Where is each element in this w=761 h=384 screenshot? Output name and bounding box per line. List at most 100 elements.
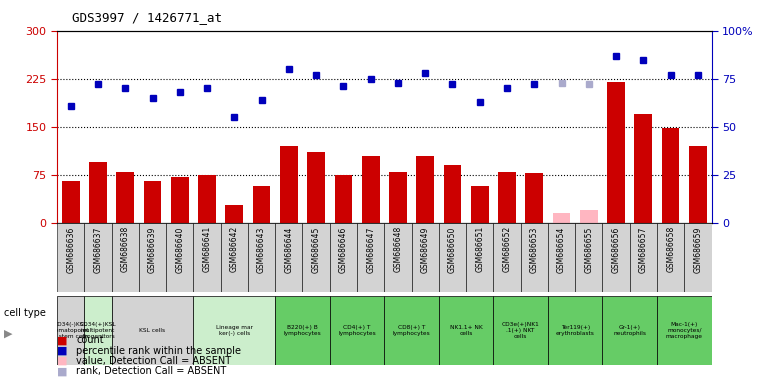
- Bar: [607, 82, 625, 223]
- Text: GSM686644: GSM686644: [285, 226, 293, 273]
- Text: Gr-1(+)
neutrophils: Gr-1(+) neutrophils: [613, 325, 646, 336]
- Bar: [439, 296, 493, 365]
- Bar: [275, 296, 330, 365]
- Bar: [493, 296, 548, 365]
- Bar: [548, 296, 603, 365]
- Text: GSM686648: GSM686648: [393, 226, 403, 272]
- Bar: [384, 223, 412, 292]
- Bar: [439, 223, 466, 292]
- Text: NK1.1+ NK
cells: NK1.1+ NK cells: [450, 325, 482, 336]
- Text: GSM686640: GSM686640: [175, 226, 184, 273]
- Bar: [416, 156, 434, 223]
- Text: cell type: cell type: [4, 308, 46, 318]
- Bar: [89, 162, 107, 223]
- Text: ■: ■: [57, 346, 68, 356]
- Text: GSM686653: GSM686653: [530, 226, 539, 273]
- Text: GSM686643: GSM686643: [257, 226, 266, 273]
- Bar: [575, 223, 603, 292]
- Text: count: count: [76, 335, 103, 345]
- Bar: [662, 128, 680, 223]
- Text: value, Detection Call = ABSENT: value, Detection Call = ABSENT: [76, 356, 231, 366]
- Bar: [166, 223, 193, 292]
- Bar: [57, 223, 84, 292]
- Text: GSM686647: GSM686647: [366, 226, 375, 273]
- Text: GSM686637: GSM686637: [94, 226, 103, 273]
- Bar: [630, 223, 657, 292]
- Text: rank, Detection Call = ABSENT: rank, Detection Call = ABSENT: [76, 366, 226, 376]
- Bar: [307, 152, 325, 223]
- Bar: [361, 156, 380, 223]
- Bar: [221, 223, 248, 292]
- Text: CD4(+) T
lymphocytes: CD4(+) T lymphocytes: [338, 325, 376, 336]
- Text: Ter119(+)
erythroblasts: Ter119(+) erythroblasts: [556, 325, 594, 336]
- Bar: [657, 223, 684, 292]
- Text: GSM686652: GSM686652: [502, 226, 511, 272]
- Bar: [57, 296, 84, 365]
- Bar: [84, 223, 112, 292]
- Text: CD8(+) T
lymphocytes: CD8(+) T lymphocytes: [393, 325, 431, 336]
- Bar: [225, 205, 244, 223]
- Text: GSM686641: GSM686641: [202, 226, 212, 272]
- Bar: [330, 296, 384, 365]
- Bar: [139, 223, 166, 292]
- Bar: [62, 181, 80, 223]
- Text: GSM686659: GSM686659: [693, 226, 702, 273]
- Bar: [84, 296, 112, 365]
- Text: ■: ■: [57, 335, 68, 345]
- Bar: [193, 223, 221, 292]
- Text: B220(+) B
lymphocytes: B220(+) B lymphocytes: [284, 325, 321, 336]
- Bar: [198, 175, 216, 223]
- Text: GSM686638: GSM686638: [121, 226, 129, 272]
- Text: GSM686650: GSM686650: [448, 226, 457, 273]
- Text: GSM686642: GSM686642: [230, 226, 239, 272]
- Bar: [171, 177, 189, 223]
- Bar: [280, 146, 298, 223]
- Bar: [444, 165, 461, 223]
- Bar: [112, 296, 193, 365]
- Bar: [498, 172, 516, 223]
- Text: CD3e(+)NK1
.1(+) NKT
cells: CD3e(+)NK1 .1(+) NKT cells: [501, 322, 540, 339]
- Bar: [548, 223, 575, 292]
- Text: ▶: ▶: [4, 329, 12, 339]
- Bar: [275, 223, 303, 292]
- Bar: [248, 223, 275, 292]
- Bar: [303, 223, 330, 292]
- Text: GSM686645: GSM686645: [312, 226, 320, 273]
- Bar: [525, 173, 543, 223]
- Bar: [193, 296, 275, 365]
- Bar: [412, 223, 439, 292]
- Bar: [635, 114, 652, 223]
- Text: ■: ■: [57, 356, 68, 366]
- Bar: [466, 223, 493, 292]
- Bar: [112, 223, 139, 292]
- Bar: [335, 175, 352, 223]
- Text: GDS3997 / 1426771_at: GDS3997 / 1426771_at: [72, 12, 222, 25]
- Bar: [384, 296, 439, 365]
- Bar: [357, 223, 384, 292]
- Bar: [521, 223, 548, 292]
- Text: GSM686654: GSM686654: [557, 226, 566, 273]
- Bar: [493, 223, 521, 292]
- Bar: [552, 213, 571, 223]
- Text: GSM686658: GSM686658: [666, 226, 675, 272]
- Text: GSM686636: GSM686636: [66, 226, 75, 273]
- Text: Lineage mar
ker(-) cells: Lineage mar ker(-) cells: [216, 325, 253, 336]
- Text: GSM686657: GSM686657: [639, 226, 648, 273]
- Text: GSM686639: GSM686639: [148, 226, 157, 273]
- Text: CD34(-)KSL
hematopoiet
ic stem cells: CD34(-)KSL hematopoiet ic stem cells: [52, 322, 90, 339]
- Text: percentile rank within the sample: percentile rank within the sample: [76, 346, 241, 356]
- Bar: [689, 146, 707, 223]
- Bar: [603, 296, 657, 365]
- Text: KSL cells: KSL cells: [139, 328, 166, 333]
- Bar: [253, 185, 270, 223]
- Bar: [330, 223, 357, 292]
- Text: CD34(+)KSL
multipotent
progenitors: CD34(+)KSL multipotent progenitors: [80, 322, 116, 339]
- Bar: [389, 172, 407, 223]
- Bar: [603, 223, 630, 292]
- Bar: [471, 185, 489, 223]
- Text: GSM686649: GSM686649: [421, 226, 430, 273]
- Text: GSM686651: GSM686651: [476, 226, 484, 272]
- Text: Mac-1(+)
monocytes/
macrophage: Mac-1(+) monocytes/ macrophage: [666, 322, 702, 339]
- Bar: [580, 210, 597, 223]
- Bar: [684, 223, 712, 292]
